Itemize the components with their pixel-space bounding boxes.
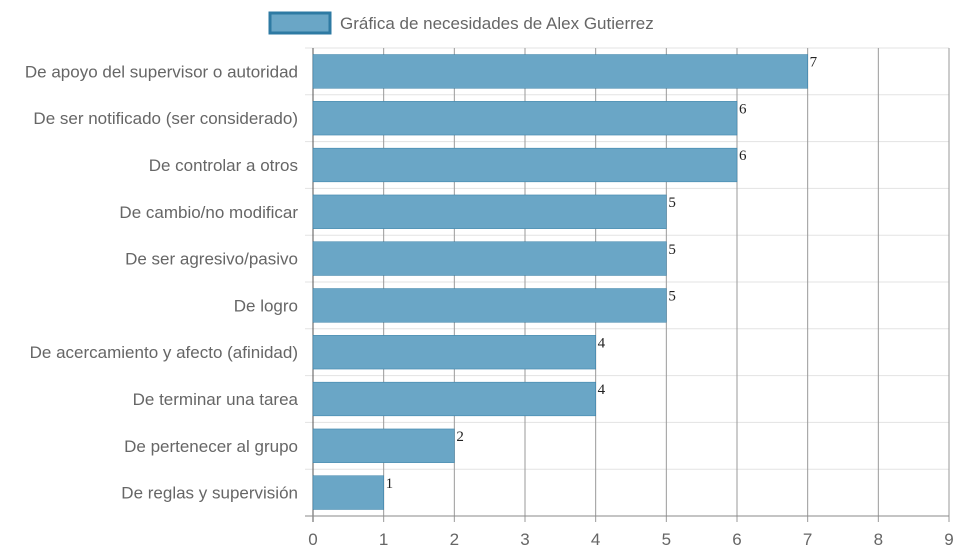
- data-label: 2: [456, 429, 464, 445]
- category-label: De reglas y supervisión: [121, 484, 298, 503]
- data-label: 5: [668, 242, 676, 258]
- x-tick-label: 3: [520, 530, 529, 549]
- data-label: 4: [598, 335, 606, 351]
- bar[interactable]: [312, 241, 667, 276]
- labels-layer: 0 1 2 3 4 5 6 7 8 9 De apoyo del supervisor o auto…: [25, 55, 954, 549]
- category-label: De terminar una tarea: [133, 390, 299, 409]
- legend-swatch[interactable]: [268, 11, 332, 35]
- x-tick-label: 4: [591, 530, 600, 549]
- x-tick-label: 7: [803, 530, 812, 549]
- category-label: De acercamiento y afecto (afinidad): [30, 343, 298, 362]
- category-label: De controlar a otros: [149, 156, 298, 175]
- data-label: 5: [668, 195, 676, 211]
- bar[interactable]: [312, 475, 384, 510]
- x-tick-label: 9: [944, 530, 953, 549]
- data-label: 1: [386, 476, 394, 492]
- bar[interactable]: [312, 147, 738, 183]
- bars-layer: [312, 54, 808, 510]
- x-tick-label: 0: [308, 530, 317, 549]
- x-tick-label: 5: [662, 530, 671, 549]
- data-label: 6: [739, 148, 747, 164]
- bar[interactable]: [312, 101, 738, 136]
- category-label: De logro: [234, 296, 298, 315]
- category-label: De cambio/no modificar: [119, 203, 298, 222]
- bar[interactable]: [312, 54, 808, 89]
- x-tick-label: 8: [874, 530, 883, 549]
- data-label: 4: [598, 382, 606, 398]
- data-label: 5: [668, 289, 676, 305]
- x-tick-label: 1: [379, 530, 388, 549]
- bar[interactable]: [312, 288, 667, 323]
- x-tick-label: 2: [450, 530, 459, 549]
- category-label: De apoyo del supervisor o autoridad: [25, 62, 298, 81]
- category-label: De pertenecer al grupo: [124, 437, 298, 456]
- data-label: 6: [739, 101, 747, 117]
- x-tick-label: 6: [732, 530, 741, 549]
- bar[interactable]: [312, 335, 596, 370]
- category-label: De ser agresivo/pasivo: [125, 250, 298, 269]
- data-label: 7: [810, 55, 818, 71]
- legend[interactable]: Gráfica de necesidades de Alex Gutierrez: [268, 11, 654, 35]
- bar[interactable]: [312, 194, 667, 229]
- bar[interactable]: [312, 428, 455, 463]
- category-label: De ser notificado (ser considerado): [33, 109, 298, 128]
- legend-label: Gráfica de necesidades de Alex Gutierrez: [340, 14, 654, 33]
- bar[interactable]: [312, 381, 596, 417]
